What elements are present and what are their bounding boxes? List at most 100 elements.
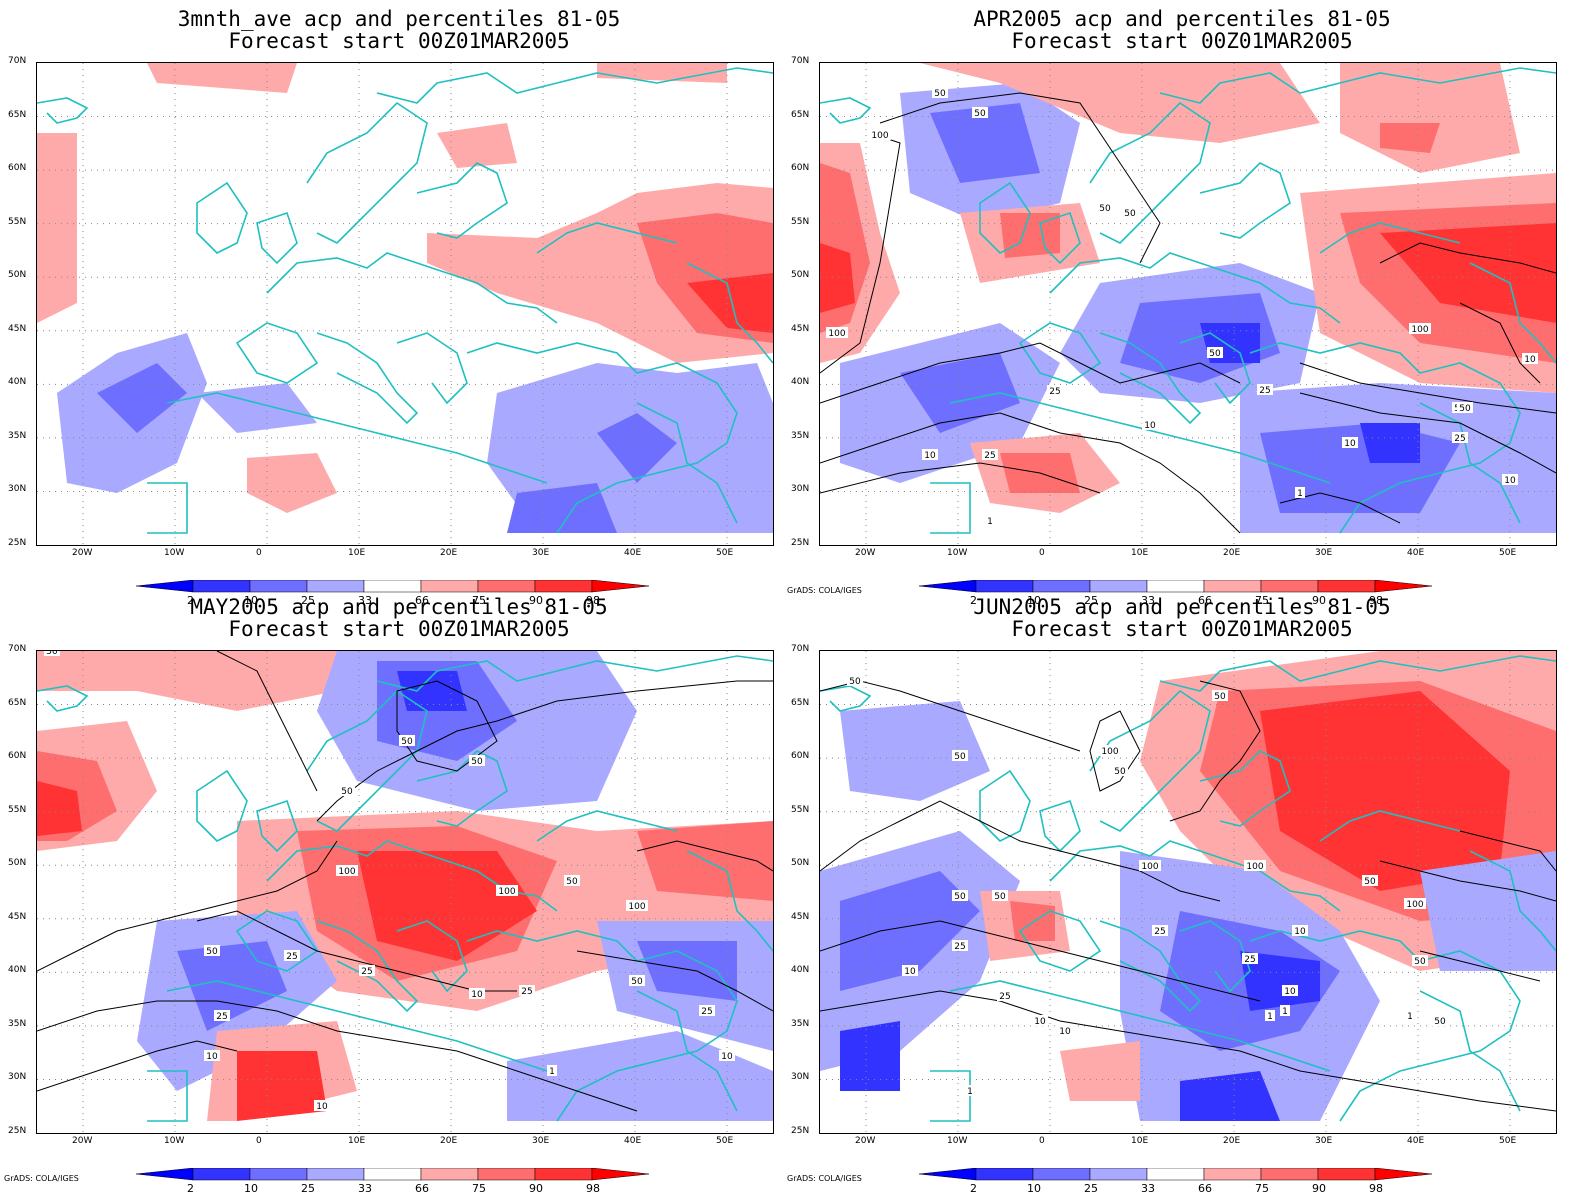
contour-label: 1	[985, 515, 995, 527]
coastline	[820, 97, 872, 124]
latitude-tick-label: 50N	[791, 270, 810, 281]
svg-text:25: 25	[1154, 927, 1165, 937]
contour-label: 50	[1097, 202, 1113, 214]
contour-label: 50	[399, 735, 415, 747]
svg-text:10: 10	[721, 1052, 733, 1062]
coastline	[820, 685, 872, 712]
longitude-tick-label: 10E	[348, 1136, 366, 1146]
latitude-tick-label: 35N	[791, 1018, 810, 1029]
svg-text:100: 100	[498, 887, 515, 897]
colorbar-label: 90	[1312, 1182, 1326, 1195]
svg-text:10: 10	[1284, 987, 1296, 997]
longitude-tick-label: 30E	[532, 548, 550, 558]
contour-label: 50	[847, 675, 863, 687]
contour-line	[1379, 860, 1556, 902]
contour-label: 100	[1244, 860, 1266, 872]
contour-line	[1169, 680, 1261, 822]
latitude-tick-label: 50N	[791, 858, 810, 869]
coastline	[196, 769, 248, 842]
latitude-tick-label: 30N	[8, 1072, 27, 1083]
panel-title: APR2005 acp and percentiles 81-05	[973, 7, 1391, 31]
colorbar-segment	[420, 1168, 479, 1181]
coastline	[235, 322, 319, 384]
contour-line	[1299, 362, 1556, 414]
longitude-tick-label: 0	[1039, 548, 1045, 558]
latitude-tick-label: 65N	[791, 109, 810, 120]
map-plot-area: 50 50 50 50 100 100 50 100 50 25 25 50 25 10 25 10 1 10 25…	[36, 650, 774, 1134]
contour-label: 100	[826, 327, 848, 339]
colorbar-label: 25	[301, 594, 315, 607]
svg-text:25: 25	[361, 967, 372, 977]
latitude-tick-label: 25N	[791, 1126, 810, 1136]
coastline	[1469, 850, 1556, 952]
contour-label: 10	[1522, 353, 1538, 365]
contour-line	[216, 651, 318, 792]
longitude-tick-label: 30E	[1315, 548, 1333, 558]
contour-label: 50	[1412, 955, 1428, 967]
coastline	[1159, 655, 1556, 692]
contour-line	[636, 840, 773, 872]
contour-label: 25	[982, 449, 998, 461]
anomaly-shading	[1010, 901, 1055, 941]
longitude-tick-label: 10E	[1131, 548, 1149, 558]
svg-text:50: 50	[631, 977, 643, 987]
credit-label: GrADS: COLA/IGES	[787, 586, 862, 595]
svg-text:25: 25	[1259, 386, 1270, 396]
map-plot-area	[36, 62, 774, 546]
longitude-tick-label: 0	[256, 1136, 262, 1146]
coastline	[1099, 920, 1202, 1013]
svg-text:25: 25	[1049, 387, 1060, 397]
anomaly-shading	[687, 273, 773, 333]
colorbar-label: 90	[529, 1182, 543, 1195]
contour-label: 1	[1280, 1005, 1290, 1017]
coastline	[316, 920, 419, 1013]
svg-text:1: 1	[1297, 489, 1303, 499]
coastline	[1469, 262, 1556, 364]
contour-label: 10	[922, 449, 938, 461]
panel-subtitle: Forecast start 00Z01MAR2005	[1011, 29, 1353, 53]
anomaly-shading	[437, 123, 517, 168]
contour-line	[879, 92, 1161, 264]
contour-label: 50	[992, 890, 1008, 902]
latitude-tick-label: 40N	[791, 377, 810, 388]
svg-text:10: 10	[1344, 439, 1356, 449]
contour-label: 50	[952, 750, 968, 762]
longitude-tick-label: 20E	[1223, 1136, 1241, 1146]
contour-label: 100	[1139, 860, 1161, 872]
longitude-tick-label: 10E	[1131, 1136, 1149, 1146]
colorbar-label: 2	[970, 594, 977, 607]
contour-label: 25	[1152, 925, 1168, 937]
svg-text:10: 10	[904, 967, 916, 977]
coastline	[306, 689, 428, 832]
colorbar-segment	[136, 1168, 194, 1181]
latitude-tick-label: 55N	[8, 804, 27, 815]
svg-text:50: 50	[46, 651, 58, 657]
svg-text:10: 10	[1294, 927, 1306, 937]
contour-line	[820, 800, 1221, 902]
colorbar-label: 98	[1369, 1182, 1383, 1195]
anomaly-shading	[1060, 1041, 1140, 1101]
anomaly-shading	[1420, 851, 1556, 971]
colorbar-label: 75	[1255, 1182, 1269, 1195]
contour-label: 50	[469, 755, 485, 767]
contour-label: 1	[1405, 1010, 1415, 1022]
contour-label: 50	[629, 975, 645, 987]
contour-label: 50	[1457, 402, 1473, 414]
colorbar-label: 25	[1084, 1182, 1098, 1195]
longitude-tick-label: 50E	[1499, 548, 1517, 558]
latitude-tick-label: 55N	[791, 804, 810, 815]
colorbar-segment	[363, 1168, 422, 1181]
svg-text:10: 10	[1034, 1017, 1046, 1027]
latitude-tick-label: 40N	[791, 965, 810, 976]
anomaly-shading	[37, 133, 77, 323]
svg-text:1: 1	[1267, 1012, 1273, 1022]
colorbar: 2 10 25 33 66 75 90 98	[919, 580, 1459, 607]
contour-label: 10	[719, 1050, 735, 1062]
coastline	[166, 980, 548, 1072]
contour-label: 100	[869, 129, 891, 141]
coastline	[316, 332, 419, 425]
colorbar-label: 33	[1141, 594, 1155, 607]
coastline	[1179, 332, 1251, 405]
map-canvas	[37, 63, 773, 545]
colorbar-label: 66	[1198, 594, 1212, 607]
